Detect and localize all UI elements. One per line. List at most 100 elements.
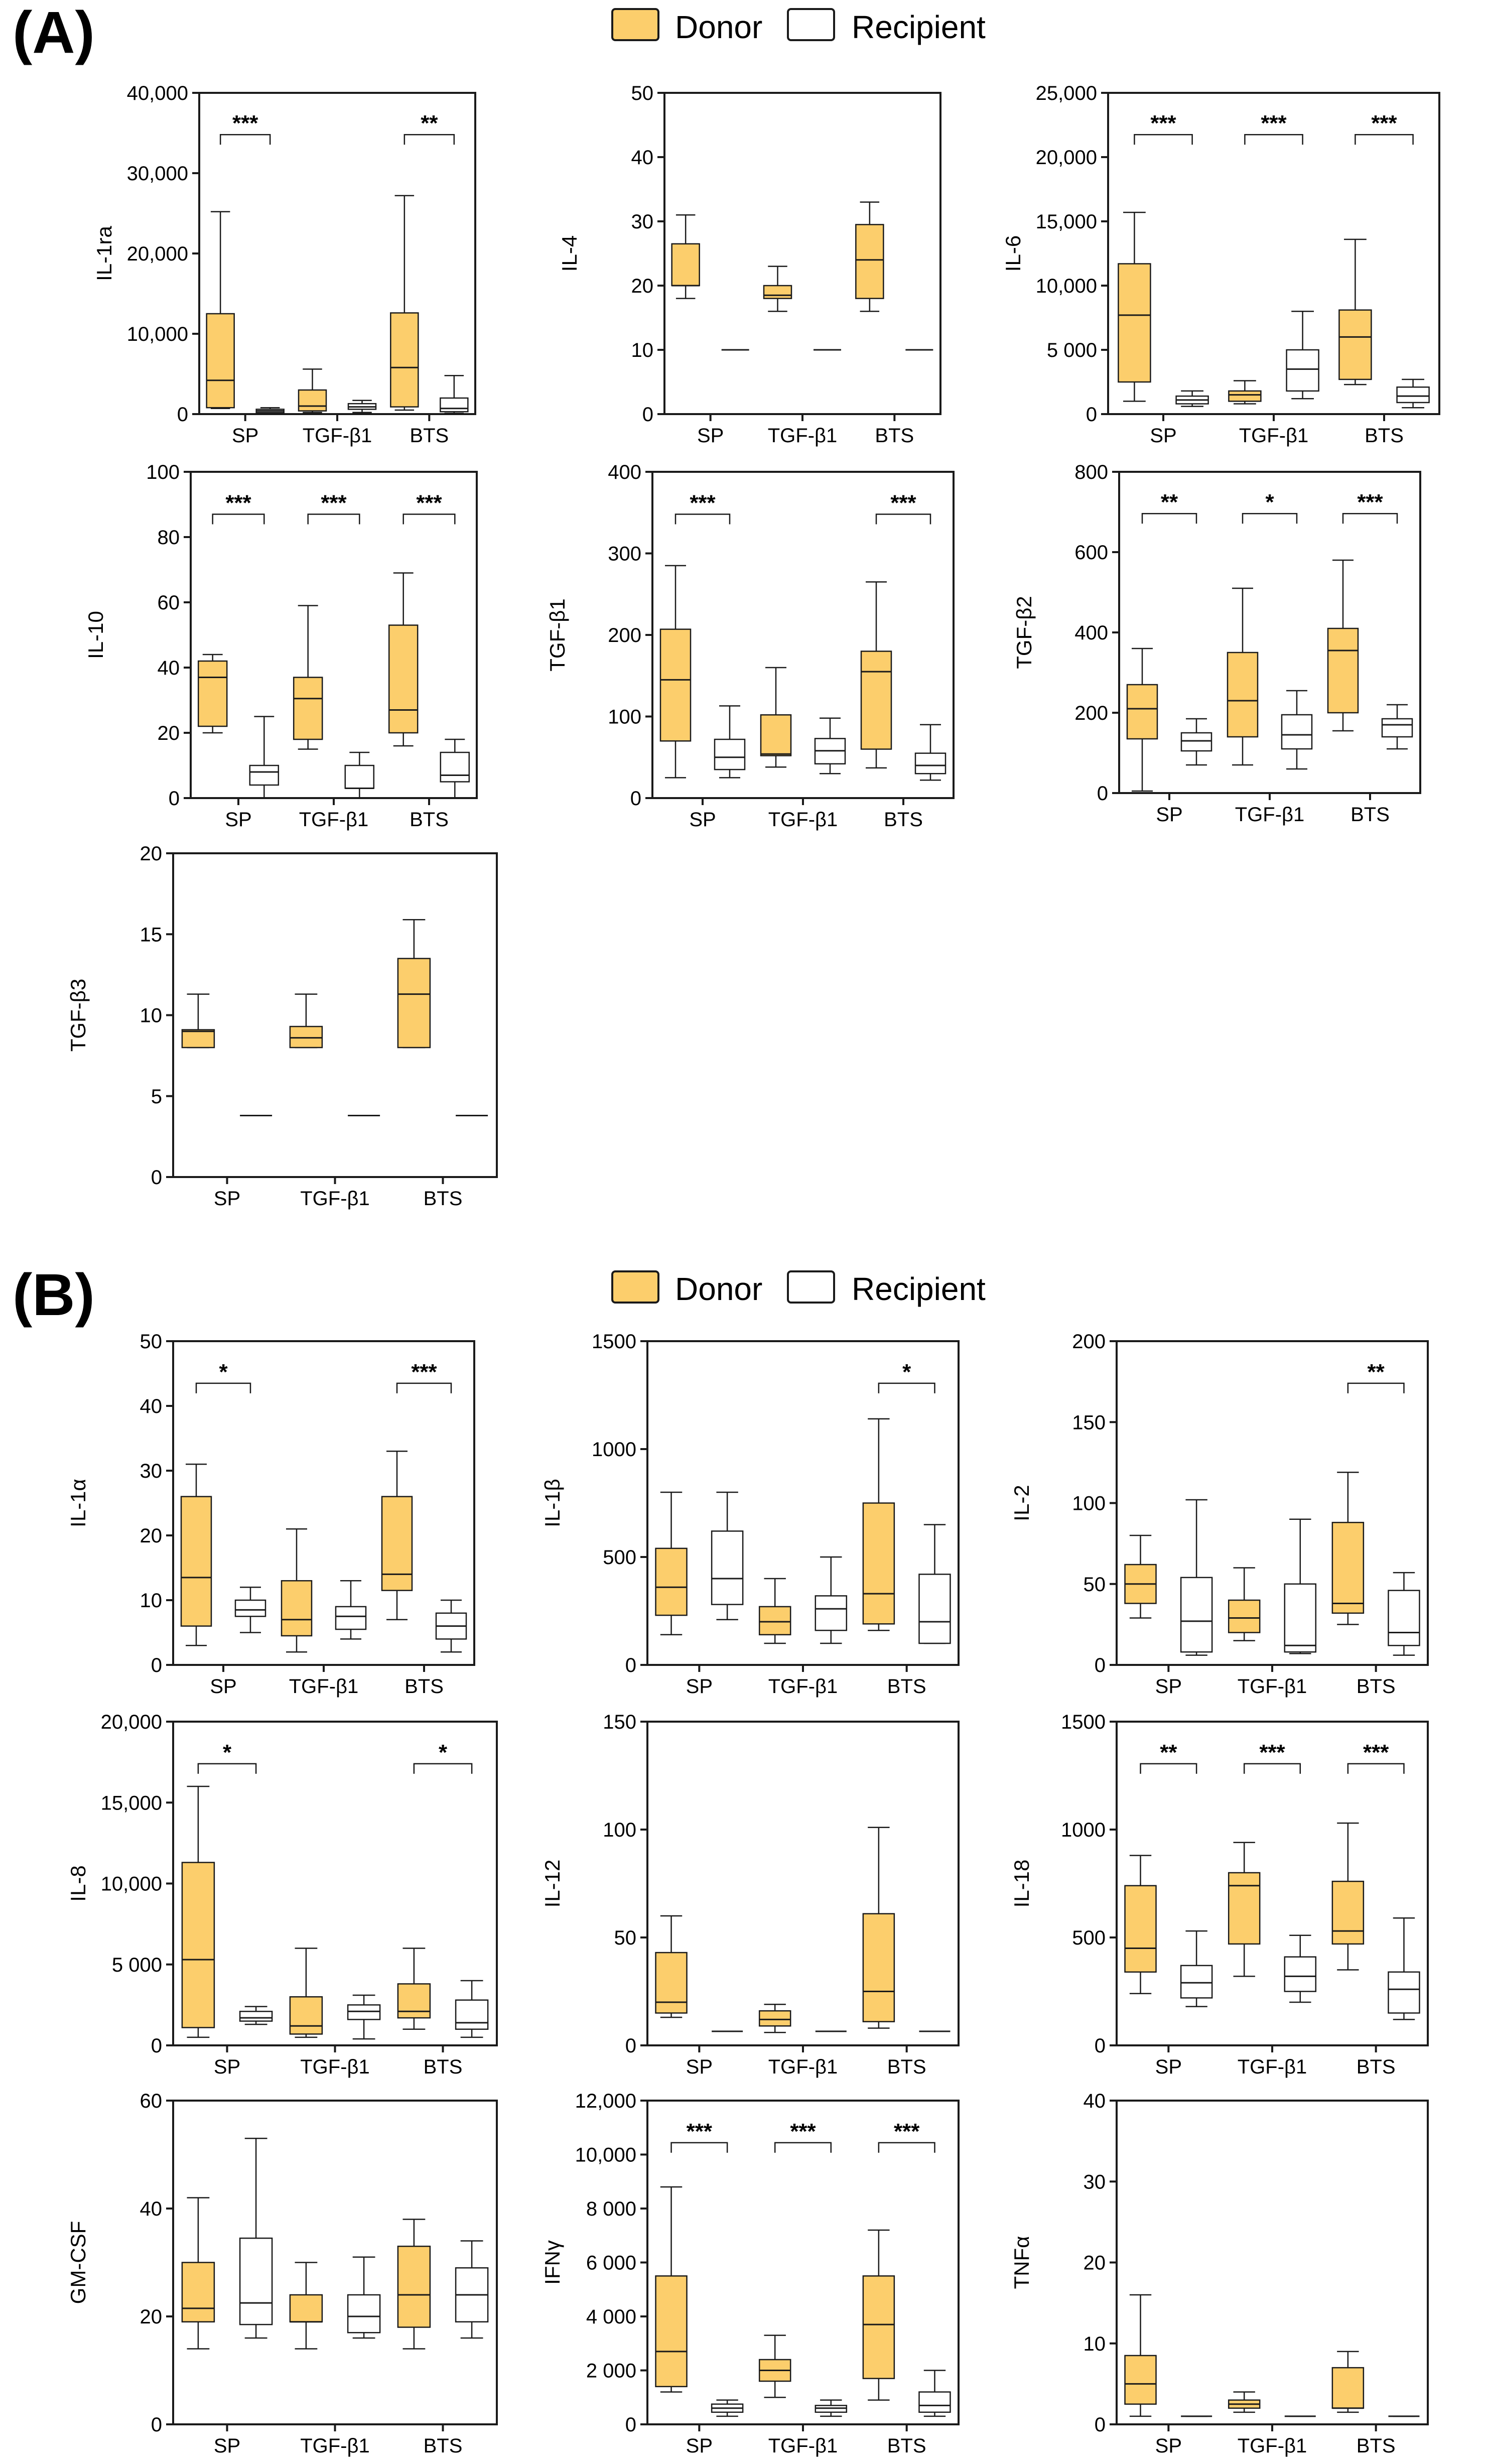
y-tick-label: 1000	[592, 1439, 636, 1461]
panel-label-b: (B)	[13, 1262, 95, 1328]
x-category-label: BTS	[887, 2435, 926, 2457]
plot-frame	[1116, 1340, 1429, 1666]
significance-marker: ***	[1259, 1740, 1285, 1765]
significance-bracket	[774, 2142, 832, 2153]
significance-marker: ***	[321, 491, 347, 515]
y-axis-label: IL-8	[66, 1865, 90, 1901]
iqr-box	[760, 714, 792, 756]
iqr-box	[1124, 1885, 1157, 1973]
iqr-box	[1126, 684, 1158, 740]
x-category-label: SP	[1156, 804, 1182, 826]
y-tick-label: 80	[158, 527, 180, 549]
y-tick-label: 0	[625, 1654, 636, 1676]
plot-frame	[172, 1340, 475, 1666]
significance-bracket	[878, 2142, 935, 2153]
iqr-box	[397, 1983, 431, 2019]
x-category-label: SP	[214, 2435, 240, 2457]
iqr-box	[206, 313, 235, 409]
donor-box	[1331, 2351, 1365, 2413]
iqr-box	[1327, 627, 1359, 714]
panel-label-a: (A)	[13, 0, 95, 66]
x-category-label: SP	[232, 425, 258, 447]
iqr-box	[1228, 390, 1262, 402]
y-tick-label: 5 000	[112, 1954, 162, 1976]
chart-il-10: 0 20 40 60 80 100 IL-10 SP TGF-β1 BTS *** *** ***	[84, 461, 478, 831]
y-tick-label: 20,000	[101, 1711, 162, 1733]
y-axis-label: IL-2	[1010, 1485, 1033, 1521]
legend-a: Donor Recipient	[611, 8, 986, 45]
significance-marker: *	[439, 1740, 448, 1765]
chart-tgf-b3: 0 5 10 15 20 TGF-β3 SP TGF-β1 BTS	[66, 843, 498, 1210]
y-tick-label: 400	[608, 461, 641, 483]
iqr-box	[239, 2011, 273, 2022]
iqr-box	[440, 397, 469, 413]
donor-box	[289, 2262, 323, 2350]
y-tick-label: 5	[151, 1086, 162, 1108]
iqr-box	[1396, 386, 1430, 404]
y-tick-label: 15	[140, 924, 163, 946]
y-tick-label: 4 000	[586, 2306, 636, 2328]
recipient-box	[239, 2138, 273, 2339]
significance-marker: ***	[894, 2119, 920, 2144]
recipient-box	[1286, 310, 1319, 400]
significance-bracket	[195, 1382, 251, 1393]
donor-box	[1118, 211, 1151, 402]
donor-box	[388, 572, 419, 747]
donor-box	[397, 1948, 431, 2030]
iqr-box	[1286, 349, 1319, 392]
recipient-box	[714, 705, 746, 779]
chart-il-1ra: 0 10,000 20,000 30,000 40,000 IL-1ra SP TGF-β1 B…	[92, 82, 476, 447]
donor-box	[289, 993, 323, 1049]
significance-bracket	[1134, 134, 1193, 145]
x-category-label: SP	[1150, 425, 1176, 447]
x-category-label: SP	[214, 1188, 240, 1210]
plot-frame	[172, 2100, 498, 2425]
iqr-box	[455, 1999, 489, 2030]
donor-box	[860, 581, 892, 769]
y-axis-label: IL-18	[1010, 1860, 1033, 1908]
legend-donor-swatch	[611, 8, 659, 41]
x-category-label: BTS	[410, 809, 449, 831]
significance-marker: ***	[1363, 1740, 1389, 1765]
recipient-box	[435, 1599, 467, 1653]
y-tick-label: 100	[146, 461, 180, 483]
plot-frame	[646, 1721, 960, 2046]
iqr-box	[1228, 1872, 1261, 1945]
recipient-box	[249, 716, 280, 799]
x-category-label: TGF-β1	[289, 1675, 359, 1698]
significance-bracket	[197, 1763, 257, 1774]
y-tick-label: 15,000	[101, 1792, 162, 1814]
recipient-box	[335, 1580, 367, 1640]
y-axis-label: IFNγ	[541, 2240, 564, 2285]
iqr-box	[239, 2237, 273, 2325]
y-tick-label: 0	[151, 2035, 162, 2057]
donor-box	[1228, 2391, 1261, 2413]
significance-bracket	[396, 1382, 452, 1393]
y-axis-label: TGF-β1	[546, 598, 569, 671]
chart-il-6: 0 5 000 10,000 15,000 20,000 25,000 IL-6 SP TGF-…	[1001, 82, 1440, 447]
recipient-box	[440, 738, 470, 799]
significance-marker: **	[1160, 1740, 1177, 1765]
significance-marker: ***	[1357, 490, 1383, 514]
x-category-label: BTS	[1357, 1675, 1396, 1698]
recipient-box	[347, 1994, 381, 2040]
significance-bracket	[307, 513, 360, 525]
x-category-label: BTS	[887, 1675, 926, 1698]
iqr-box	[289, 1025, 323, 1049]
recipient-box	[914, 724, 947, 781]
x-category-label: TGF-β1	[299, 809, 369, 831]
y-tick-label: 10,000	[1036, 275, 1097, 297]
x-category-label: TGF-β1	[768, 2435, 838, 2457]
recipient-box	[234, 1586, 266, 1633]
legend-recipient-swatch	[787, 8, 835, 41]
recipient-box	[711, 1491, 744, 1620]
recipient-box	[440, 374, 469, 414]
y-tick-label: 10	[1084, 2333, 1106, 2355]
y-tick-label: 0	[1095, 2414, 1106, 2436]
y-tick-label: 0	[630, 788, 641, 810]
y-axis-label: IL-12	[541, 1860, 564, 1908]
donor-box	[655, 1915, 688, 2018]
y-tick-label: 60	[140, 2090, 163, 2112]
recipient-box	[918, 2370, 951, 2417]
